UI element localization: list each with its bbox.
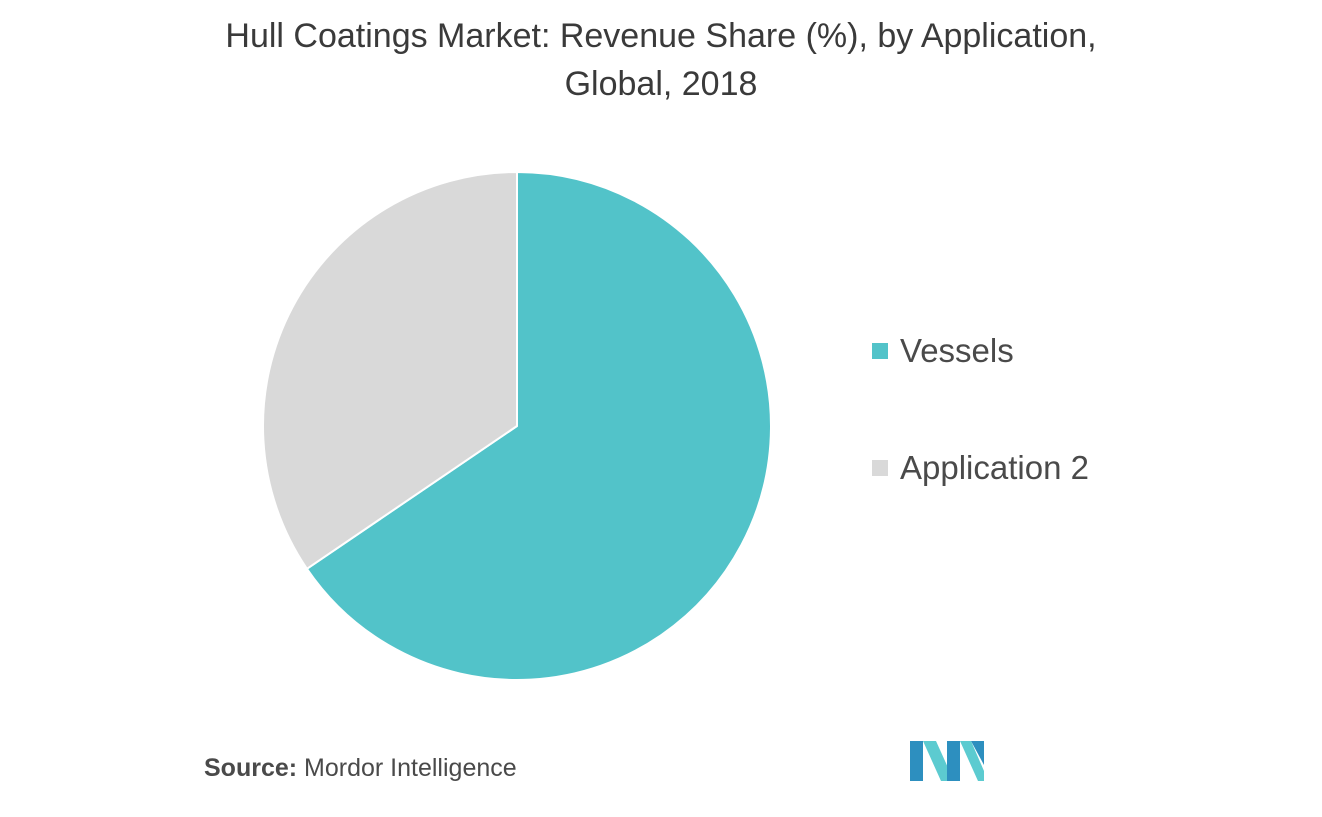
logo-left-diagonal	[923, 741, 954, 781]
pie-slice-application-2[interactable]	[262, 171, 518, 570]
logo-right-diagonal	[960, 741, 984, 781]
chart-title: Hull Coatings Market: Revenue Share (%),…	[0, 12, 1322, 108]
chart-legend: Vessels Application 2	[872, 326, 1089, 560]
legend-item-application-2[interactable]: Application 2	[872, 443, 1089, 493]
source-text: Mordor Intelligence	[304, 754, 517, 782]
legend-swatch-application-2	[872, 460, 888, 476]
logo-left-bar	[910, 741, 923, 781]
legend-label-application-2: Application 2	[900, 449, 1089, 486]
chart-title-line-1: Hull Coatings Market: Revenue Share (%),…	[225, 17, 1097, 55]
legend-label-vessels: Vessels	[900, 332, 1014, 369]
logo-right-bar	[971, 741, 984, 765]
logo-middle-bar	[947, 741, 960, 781]
legend-swatch-vessels	[872, 343, 888, 359]
legend-item-vessels[interactable]: Vessels	[872, 326, 1089, 376]
chart-title-line-2: Global, 2018	[564, 65, 758, 103]
source-note: Source: Mordor Intelligence	[204, 754, 517, 783]
pie-slice-vessels[interactable]	[305, 171, 772, 681]
source-label: Source:	[204, 754, 298, 782]
mordor-intelligence-logo-icon	[910, 741, 984, 781]
